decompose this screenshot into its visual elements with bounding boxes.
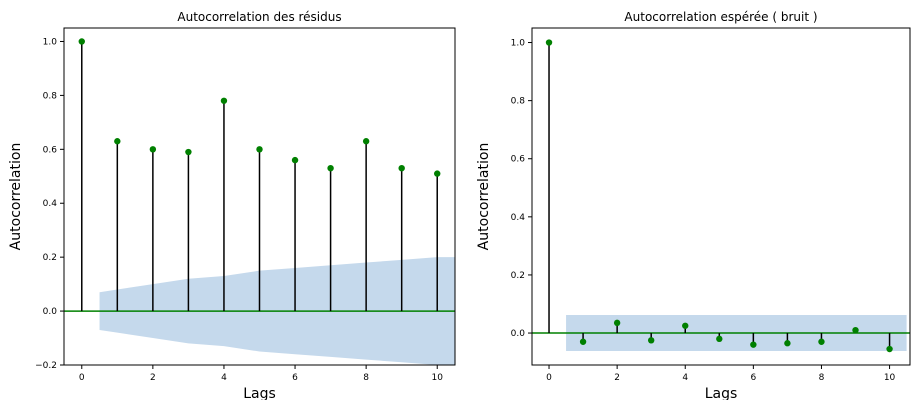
y-tick-label: 0.4: [43, 199, 58, 209]
plot-content: [532, 39, 910, 353]
x-tick-label: 10: [884, 373, 896, 383]
stem-marker: [818, 338, 825, 345]
y-tick-label: 0.8: [511, 97, 526, 107]
stem-marker: [398, 164, 405, 172]
stem-marker: [750, 341, 757, 348]
y-tick-label: 0.6: [43, 145, 58, 155]
y-tick-label: 0.0: [511, 329, 526, 339]
x-axis-label: Lags: [243, 386, 276, 400]
stem-marker: [647, 337, 655, 344]
stem-marker: [579, 338, 587, 345]
x-axis-label: Lags: [705, 386, 738, 400]
y-tick-label: 0.0: [43, 307, 58, 317]
chart-title: Autocorrelation espérée ( bruit ): [624, 10, 817, 24]
plot-content: [64, 38, 455, 365]
x-tick-label: 0: [546, 373, 552, 383]
plot-area: 0 2 4 6 8 10 −0.2 0.0 0.2 0.4 0.6 0.8 1.0: [35, 27, 456, 383]
y-tick-label: 1.0: [511, 39, 526, 49]
stem-marker: [256, 146, 263, 153]
stem-marker: [185, 148, 192, 156]
stem-marker: [78, 38, 85, 45]
x-tick-label: 0: [79, 373, 85, 383]
x-tick-label: 4: [682, 373, 688, 383]
stem-marker: [852, 326, 859, 334]
stem-marker: [716, 335, 723, 343]
axes-frame: [63, 27, 456, 366]
stem-marker: [613, 319, 621, 327]
y-tick-label: 1.0: [43, 37, 58, 47]
stem-marker: [114, 138, 121, 145]
y-tick-label: 0.2: [43, 253, 57, 263]
y-tick-label: 0.4: [511, 213, 526, 223]
chart-residual-acf: Autocorrelation des résidus Lags Autocor…: [8, 10, 456, 400]
stem-marker: [682, 322, 689, 329]
y-tick-label: 0.8: [43, 91, 58, 101]
plot-area: 0 2 4 6 8 10 0.0 0.2 0.4 0.6 0.8 1.0: [511, 27, 911, 383]
stem-marker: [434, 170, 441, 177]
stem-marker: [149, 146, 157, 153]
x-tick-label: 10: [432, 373, 444, 383]
chart-title: Autocorrelation des résidus: [177, 10, 341, 24]
x-tick-label: 2: [150, 373, 156, 383]
x-tick-label: 6: [750, 373, 756, 383]
x-tick-label: 8: [819, 373, 825, 383]
y-axis-label: Autocorrelation: [8, 143, 24, 251]
x-tick-label: 6: [292, 373, 298, 383]
y-tick-label: 0.6: [511, 155, 526, 165]
y-tick-label: −0.2: [35, 361, 57, 371]
stem-marker: [362, 138, 370, 145]
x-tick-label: 2: [614, 373, 620, 383]
stem-marker: [784, 340, 791, 347]
y-axis-label: Autocorrelation: [476, 143, 492, 251]
y-tick-label: 0.2: [511, 271, 525, 281]
stem-marker: [291, 156, 299, 164]
stem-marker: [545, 39, 553, 46]
stem-marker: [220, 97, 228, 104]
axes-frame: [531, 27, 911, 366]
x-tick-label: 4: [221, 373, 227, 383]
x-tick-label: 8: [363, 373, 369, 383]
stem-marker: [327, 164, 334, 172]
chart-expected-noise-acf: Autocorrelation espérée ( bruit ) Lags A…: [476, 10, 911, 400]
stem-marker: [886, 345, 893, 353]
